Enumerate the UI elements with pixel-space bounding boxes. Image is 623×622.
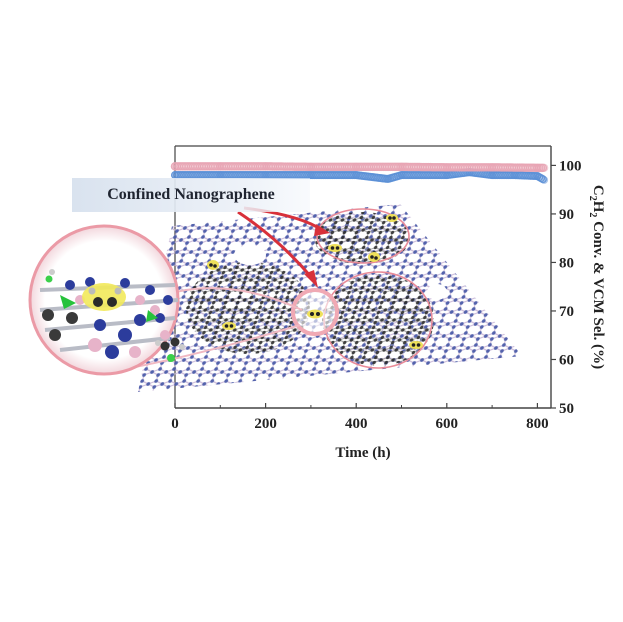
y-tick-label: 80: [559, 255, 574, 271]
pore: [427, 284, 447, 300]
highlight-circle: [316, 208, 410, 264]
y-axis-title: C2H2 Conv. & VCM Sel. (%): [587, 185, 606, 369]
x-tick-label: 600: [436, 416, 459, 432]
y-tick-label: 90: [559, 207, 574, 223]
magnifier-lens: [28, 224, 303, 376]
callout-arrows: [237, 206, 330, 288]
y-tick-label: 70: [559, 304, 574, 320]
y-tick-label: 100: [559, 158, 582, 174]
x-tick-label: 400: [345, 416, 368, 432]
adsorbate-molecules: [207, 214, 423, 349]
y-tick-label: 60: [559, 352, 574, 368]
y-axis: 50 60 70 80 90 100: [551, 158, 582, 417]
graphene-sheet: [138, 204, 522, 392]
conversion-series: [170, 168, 549, 184]
zoomed-model: [39, 269, 179, 359]
pore: [234, 245, 266, 265]
nanographene-domain: [322, 274, 434, 366]
x-axis-title: Time (h): [335, 445, 390, 461]
y-tick-label: 50: [559, 401, 574, 417]
selectivity-series: [170, 162, 549, 173]
x-axis: 0 200 400 600 800: [171, 403, 549, 432]
x-tick-label: 800: [526, 416, 549, 432]
x-tick-label: 200: [254, 416, 277, 432]
callout-label: Confined Nanographene: [107, 186, 275, 203]
callout-label-box: Confined Nanographene: [72, 178, 310, 212]
vcm-molecule: [155, 337, 185, 362]
x-tick-label: 0: [171, 416, 179, 432]
